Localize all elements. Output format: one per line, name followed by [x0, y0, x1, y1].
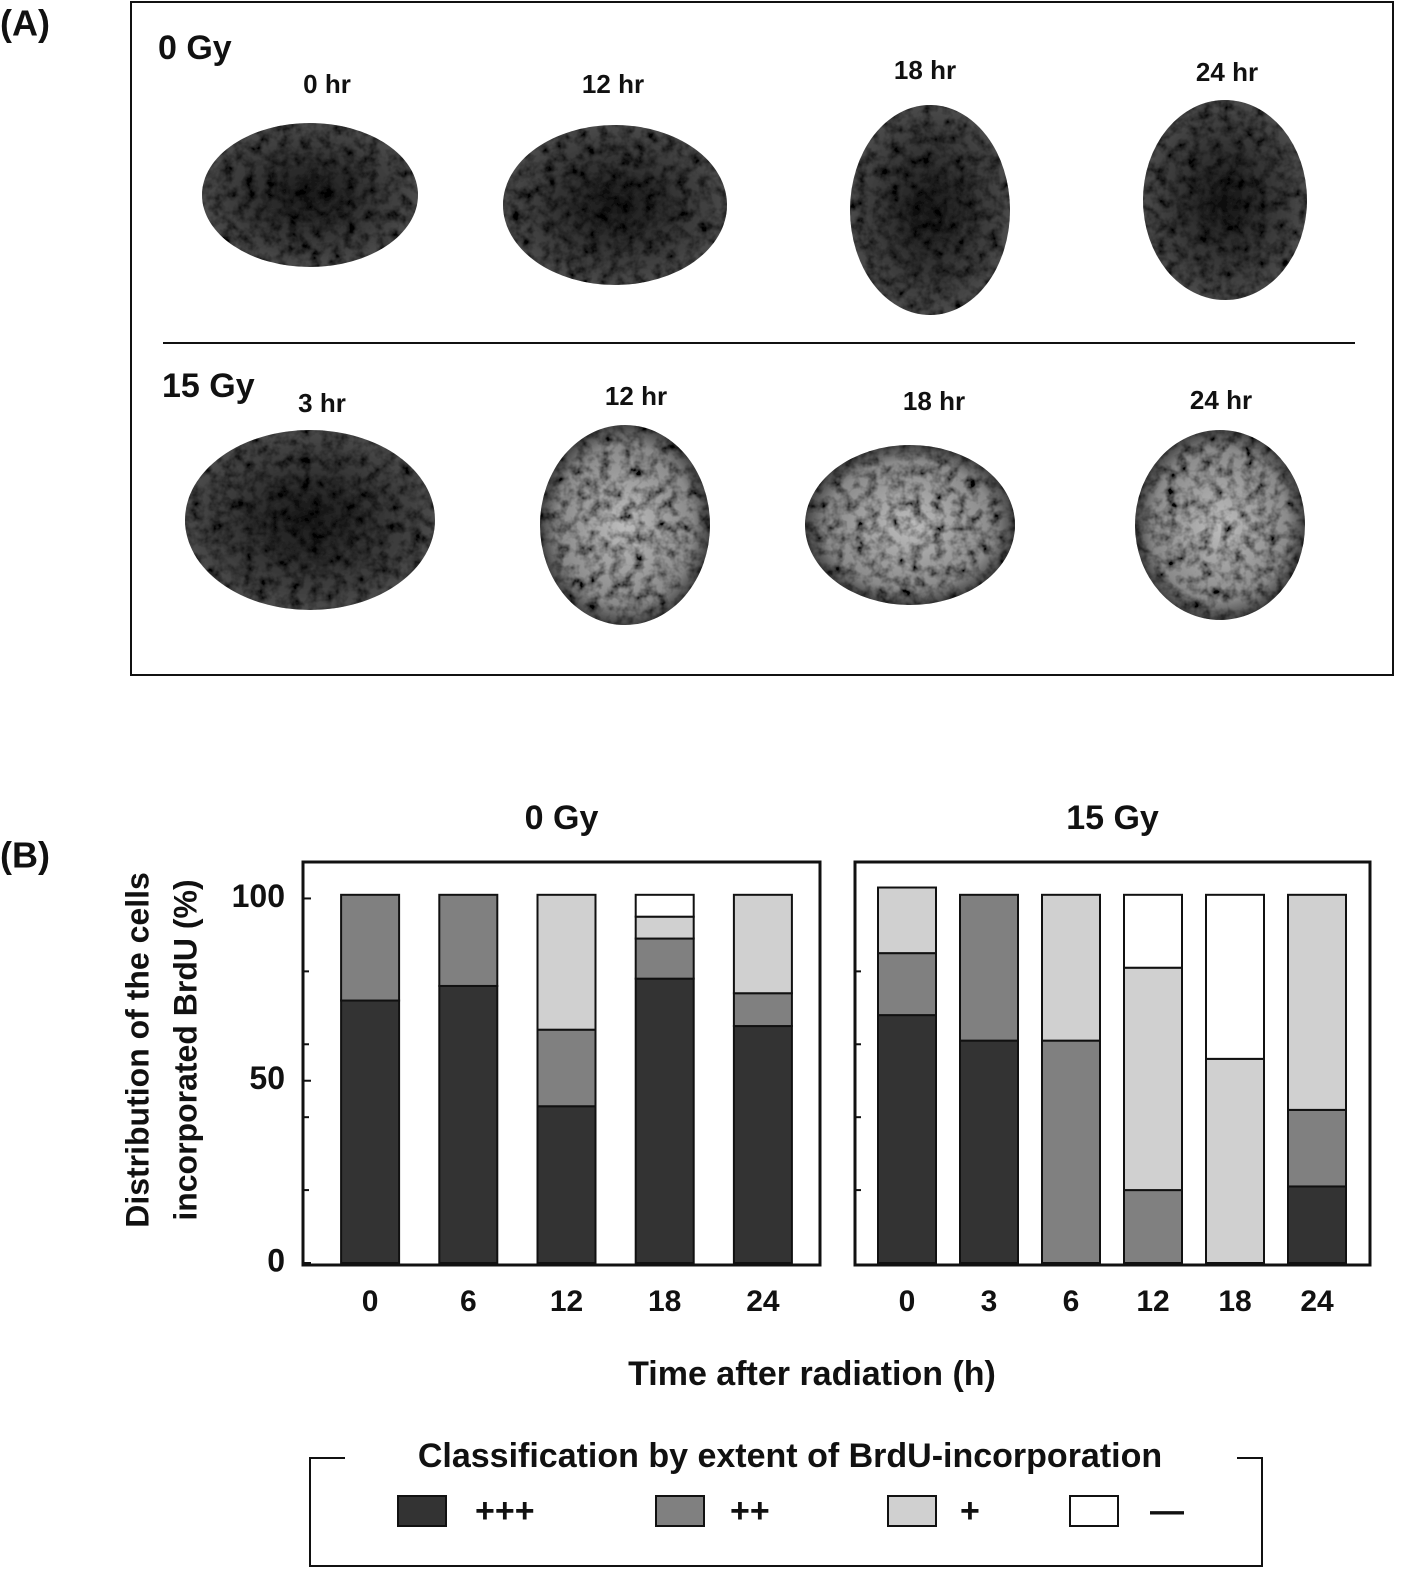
time-label: 3 hr — [298, 388, 346, 418]
x-tick-label: 24 — [1300, 1285, 1334, 1318]
bar-segment — [877, 1014, 937, 1264]
legend-swatch — [397, 1495, 447, 1527]
bar-segment — [1287, 893, 1347, 1111]
legend-label: ++ — [730, 1492, 770, 1530]
bar-segment — [732, 992, 793, 1028]
panel-label: (A) — [0, 3, 50, 44]
bar-segment — [1205, 1057, 1265, 1264]
micrograph — [805, 445, 1015, 605]
time-label: 0 hr — [303, 69, 351, 99]
micrograph — [202, 123, 418, 267]
bar-segment — [438, 984, 499, 1264]
x-tick-label: 6 — [460, 1285, 477, 1318]
bar-segment — [536, 893, 597, 1031]
chart-title: 15 Gy — [1066, 799, 1159, 837]
y-tick-label: 100 — [232, 878, 285, 914]
bar-segment — [634, 915, 695, 940]
bar-segment — [536, 1028, 597, 1108]
x-tick-label: 0 — [899, 1285, 916, 1318]
bar-segment — [1041, 1039, 1101, 1265]
legend-label: — — [1150, 1492, 1184, 1530]
micrograph — [503, 125, 727, 285]
legend-label: + — [960, 1492, 980, 1530]
bar-segment — [1287, 1108, 1347, 1188]
bar-segment — [634, 893, 695, 918]
time-label: 24 hr — [1190, 385, 1252, 415]
chart-title: 0 Gy — [525, 799, 599, 837]
x-tick-label: 0 — [362, 1285, 379, 1318]
micrograph — [540, 425, 710, 625]
bar-segment — [959, 1039, 1019, 1265]
time-label: 18 hr — [894, 55, 956, 85]
x-tick-label: 18 — [1218, 1285, 1251, 1318]
micrograph — [185, 430, 435, 610]
legend-swatch — [887, 1495, 937, 1527]
dose-label: 0 Gy — [158, 29, 232, 67]
bar-segment — [634, 937, 695, 980]
bar-segment — [340, 893, 401, 1002]
x-tick-label: 12 — [550, 1285, 583, 1318]
bar-segment — [1123, 893, 1183, 969]
y-tick-label: 0 — [267, 1242, 285, 1278]
bar-segment — [1041, 893, 1101, 1042]
x-tick-label: 18 — [648, 1285, 681, 1318]
x-tick-label: 24 — [746, 1285, 780, 1318]
bar-segment — [877, 952, 937, 1017]
y-tick-label: 50 — [249, 1060, 285, 1096]
x-axis-label: Time after radiation (h) — [628, 1355, 996, 1393]
time-label: 18 hr — [903, 386, 965, 416]
legend-label: +++ — [475, 1492, 535, 1530]
y-axis-label: Distribution of the cells — [119, 872, 155, 1228]
panel-label: (B) — [0, 835, 50, 876]
legend-title: Classification by extent of BrdU-incorpo… — [418, 1437, 1162, 1475]
x-tick-label: 6 — [1063, 1285, 1080, 1318]
bar-segment — [732, 1025, 793, 1264]
x-tick-label: 3 — [981, 1285, 998, 1318]
time-label: 12 hr — [605, 381, 667, 411]
panel-frame — [130, 1, 1394, 676]
bar-segment — [1123, 966, 1183, 1192]
bar-segment — [1123, 1189, 1183, 1265]
x-tick-label: 12 — [1136, 1285, 1169, 1318]
plot-frame — [301, 860, 822, 1267]
dose-label: 15 Gy — [162, 367, 255, 405]
y-axis-label: incorporated BrdU (%) — [167, 879, 203, 1220]
time-label: 24 hr — [1196, 57, 1258, 87]
micrograph — [1143, 100, 1307, 300]
micrograph — [1135, 430, 1305, 620]
bar-segment — [438, 893, 499, 987]
plot-frame — [853, 860, 1372, 1267]
micrograph — [850, 105, 1010, 315]
time-label: 12 hr — [582, 69, 644, 99]
legend-swatch — [1069, 1495, 1119, 1527]
bar-segment — [1205, 893, 1265, 1060]
bar-segment — [959, 893, 1019, 1042]
bar-segment — [732, 893, 793, 995]
legend-title-bg — [345, 1440, 1237, 1476]
bar-segment — [1287, 1185, 1347, 1264]
bar-segment — [877, 886, 937, 955]
bar-segment — [340, 999, 401, 1264]
bar-segment — [536, 1105, 597, 1265]
legend-swatch — [655, 1495, 705, 1527]
bar-segment — [634, 977, 695, 1264]
